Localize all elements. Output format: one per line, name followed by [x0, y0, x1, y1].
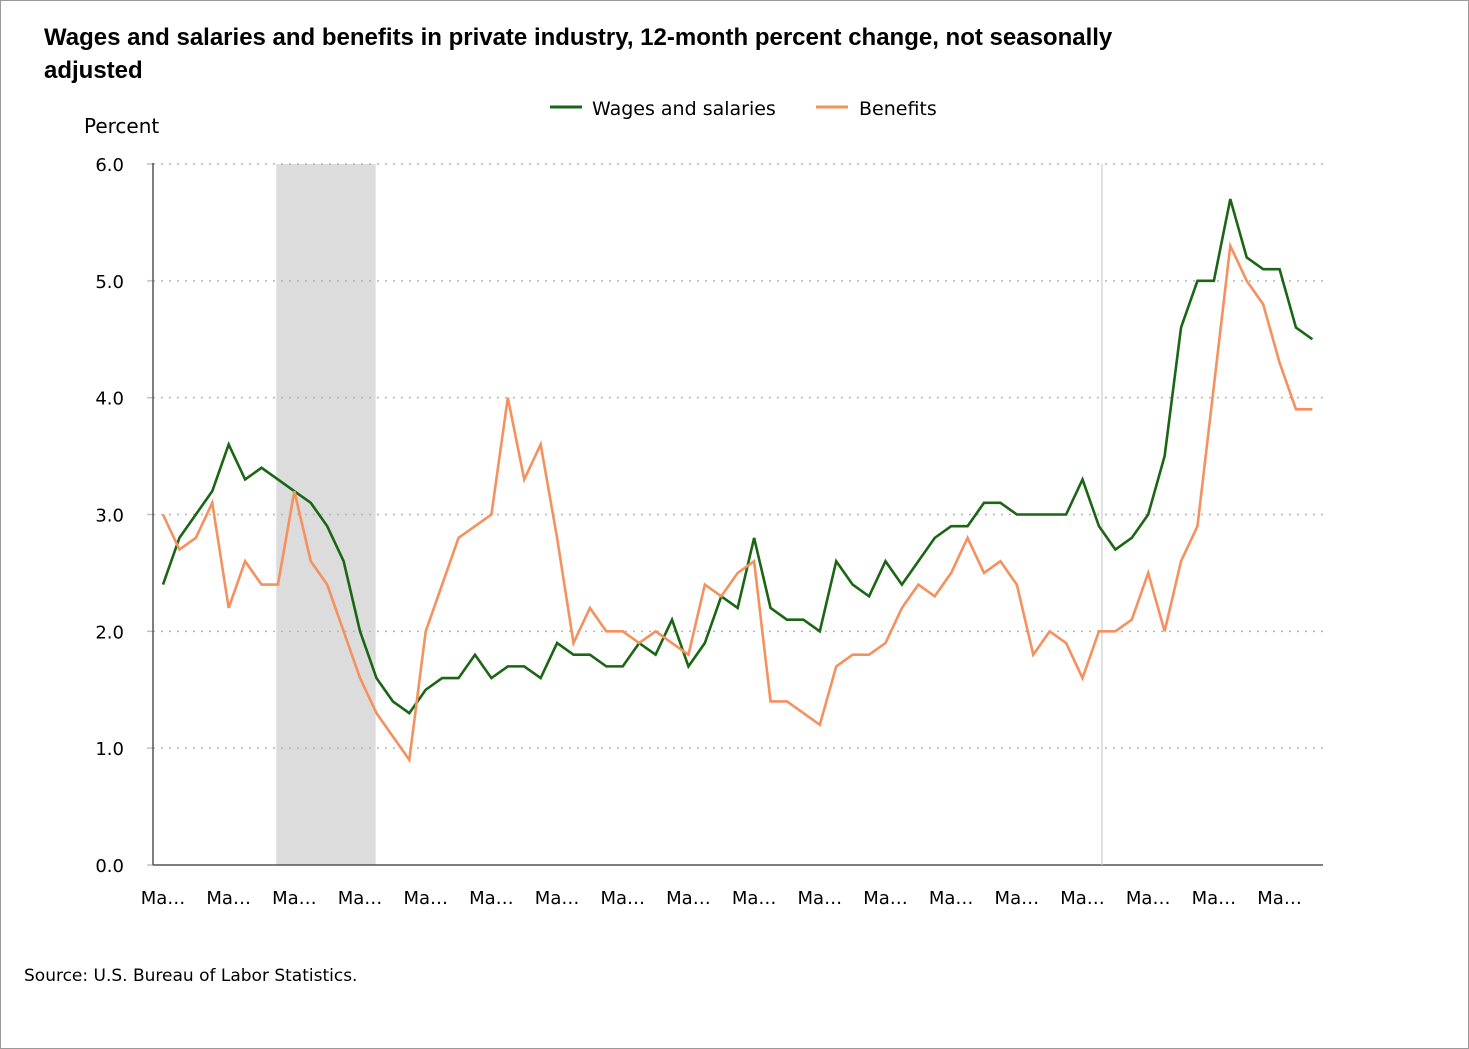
- source-note: Source: U.S. Bureau of Labor Statistics.: [24, 966, 358, 986]
- chart-title: Wages and salaries and benefits in priva…: [44, 24, 1113, 84]
- y-tick-label: 4.0: [95, 389, 124, 410]
- x-tick-label: Ma…: [1192, 888, 1237, 909]
- y-tick-label: 6.0: [95, 155, 124, 176]
- y-tick-label: 1.0: [95, 739, 124, 760]
- legend-label: Benefits: [859, 98, 937, 120]
- x-tick-label: Ma…: [929, 888, 974, 909]
- x-tick-label: Ma…: [995, 888, 1040, 909]
- x-tick-label: Ma…: [798, 888, 843, 909]
- x-tick-label: Ma…: [535, 888, 580, 909]
- x-tick-label: Ma…: [1126, 888, 1171, 909]
- y-tick-label: 3.0: [95, 506, 124, 527]
- x-tick-label: Ma…: [1060, 888, 1105, 909]
- x-tick-label: Ma…: [863, 888, 908, 909]
- y-tick-label: 0.0: [95, 856, 124, 877]
- x-tick-label: Ma…: [272, 888, 317, 909]
- x-tick-label: Ma…: [1257, 888, 1302, 909]
- y-axis-label: Percent: [84, 114, 159, 138]
- y-tick-label: 5.0: [95, 272, 124, 293]
- x-tick-label: Ma…: [469, 888, 514, 909]
- y-tick-label: 2.0: [95, 622, 124, 643]
- x-tick-label: Ma…: [666, 888, 711, 909]
- x-tick-label: Ma…: [732, 888, 777, 909]
- x-tick-label: Ma…: [338, 888, 383, 909]
- x-tick-label: Ma…: [600, 888, 645, 909]
- x-tick-label: Ma…: [206, 888, 251, 909]
- legend-label: Wages and salaries: [592, 98, 776, 120]
- x-tick-label: Ma…: [141, 888, 186, 909]
- shaded-period: [276, 164, 376, 865]
- x-tick-label: Ma…: [403, 888, 448, 909]
